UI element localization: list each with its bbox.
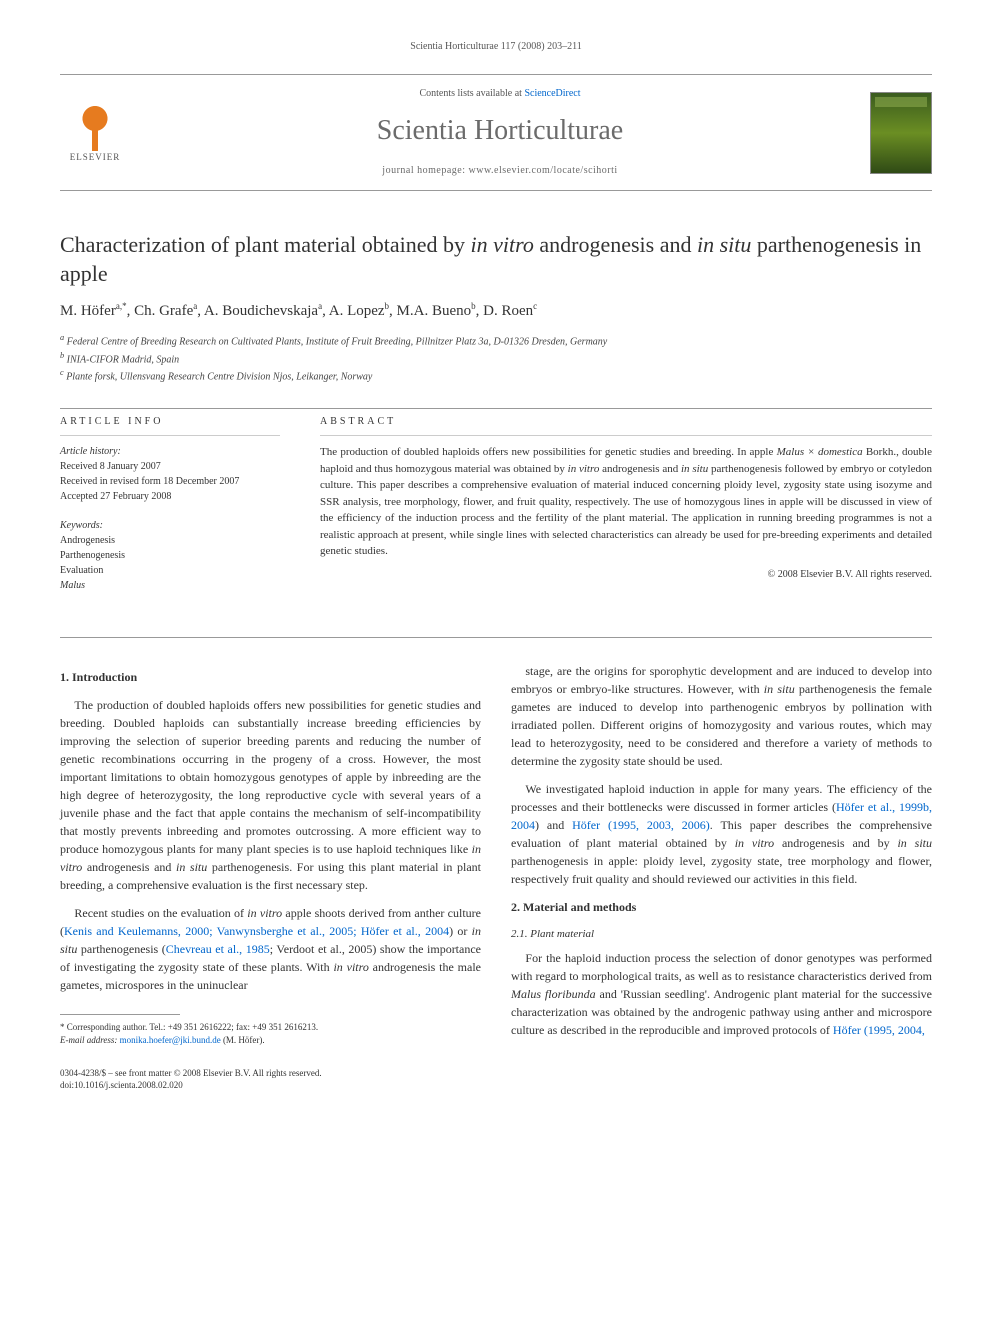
info-abstract-row: ARTICLE INFO Article history: Received 8… — [60, 408, 932, 607]
article-info-heading: ARTICLE INFO — [60, 415, 280, 436]
accepted-date: Accepted 27 February 2008 — [60, 489, 280, 504]
section-1-heading: 1. Introduction — [60, 668, 481, 686]
email-owner: (M. Höfer). — [223, 1035, 265, 1045]
corresponding-author-footnote: * Corresponding author. Tel.: +49 351 26… — [60, 1021, 481, 1046]
contents-prefix: Contents lists available at — [419, 88, 524, 99]
intro-para-1: The production of doubled haploids offer… — [60, 696, 481, 894]
footer-block: 0304-4238/$ – see front matter © 2008 El… — [60, 1067, 481, 1092]
elsevier-logo: ELSEVIER — [60, 93, 130, 173]
keywords-block: Keywords: Androgenesis Parthenogenesis E… — [60, 518, 280, 593]
revised-date: Received in revised form 18 December 200… — [60, 474, 280, 489]
affiliation-c: c Plante forsk, Ullensvang Research Cent… — [60, 367, 932, 384]
affiliation-a: a Federal Centre of Breeding Research on… — [60, 332, 932, 349]
history-label: Article history: — [60, 444, 280, 459]
received-date: Received 8 January 2007 — [60, 459, 280, 474]
title-part: androgenesis and — [534, 232, 697, 257]
citation-link[interactable]: Höfer (1995, 2003, 2006) — [572, 818, 710, 832]
title-italic: in situ — [697, 232, 751, 257]
corr-contact: * Corresponding author. Tel.: +49 351 26… — [60, 1021, 481, 1034]
keyword: Evaluation — [60, 563, 280, 578]
abstract-copyright: © 2008 Elsevier B.V. All rights reserved… — [320, 568, 932, 582]
contents-list-line: Contents lists available at ScienceDirec… — [140, 87, 860, 101]
affiliation-b: b INIA-CIFOR Madrid, Spain — [60, 350, 932, 367]
article-title: Characterization of plant material obtai… — [60, 231, 932, 288]
keywords-label: Keywords: — [60, 518, 280, 533]
masthead: ELSEVIER Contents lists available at Sci… — [60, 74, 932, 191]
elsevier-tree-icon — [70, 101, 120, 151]
col2-para-1: stage, are the origins for sporophytic d… — [511, 662, 932, 770]
running-head: Scientia Horticulturae 117 (2008) 203–21… — [60, 40, 932, 54]
elsevier-label: ELSEVIER — [70, 151, 121, 164]
citation-link[interactable]: Kenis and Keulemanns, 2000; Vanwynsbergh… — [64, 924, 449, 938]
journal-homepage: journal homepage: www.elsevier.com/locat… — [140, 164, 860, 178]
title-part: Characterization of plant material obtai… — [60, 232, 471, 257]
section-divider — [60, 637, 932, 638]
methods-para-1: For the haploid induction process the se… — [511, 949, 932, 1039]
issn-line: 0304-4238/$ – see front matter © 2008 El… — [60, 1067, 481, 1080]
affiliations: a Federal Centre of Breeding Research on… — [60, 332, 932, 384]
abstract-heading: ABSTRACT — [320, 415, 932, 436]
keyword: Malus — [60, 578, 280, 593]
journal-name: Scientia Horticulturae — [140, 111, 860, 150]
authors: M. Höfera,*, Ch. Grafea, A. Boudichevska… — [60, 300, 932, 322]
article-history: Article history: Received 8 January 2007… — [60, 444, 280, 504]
sciencedirect-link[interactable]: ScienceDirect — [524, 88, 580, 99]
masthead-center: Contents lists available at ScienceDirec… — [140, 87, 860, 178]
doi-line: doi:10.1016/j.scienta.2008.02.020 — [60, 1079, 481, 1092]
citation-link[interactable]: Chevreau et al., 1985 — [166, 942, 270, 956]
intro-para-2: Recent studies on the evaluation of in v… — [60, 904, 481, 994]
section-2-1-heading: 2.1. Plant material — [511, 926, 932, 943]
keyword: Androgenesis — [60, 533, 280, 548]
journal-cover-thumbnail — [870, 92, 932, 174]
body-columns: 1. Introduction The production of double… — [60, 662, 932, 1091]
keyword: Parthenogenesis — [60, 548, 280, 563]
citation-link[interactable]: Höfer (1995, 2004, — [833, 1023, 925, 1037]
email-link[interactable]: monika.hoefer@jki.bund.de — [120, 1035, 221, 1045]
abstract-text: The production of doubled haploids offer… — [320, 444, 932, 560]
article-info-column: ARTICLE INFO Article history: Received 8… — [60, 415, 280, 607]
section-2-heading: 2. Material and methods — [511, 898, 932, 916]
footnote-rule — [60, 1014, 180, 1015]
col2-para-2: We investigated haploid induction in app… — [511, 780, 932, 888]
email-label: E-mail address: — [60, 1035, 117, 1045]
title-italic: in vitro — [471, 232, 534, 257]
abstract-column: ABSTRACT The production of doubled haplo… — [320, 415, 932, 607]
